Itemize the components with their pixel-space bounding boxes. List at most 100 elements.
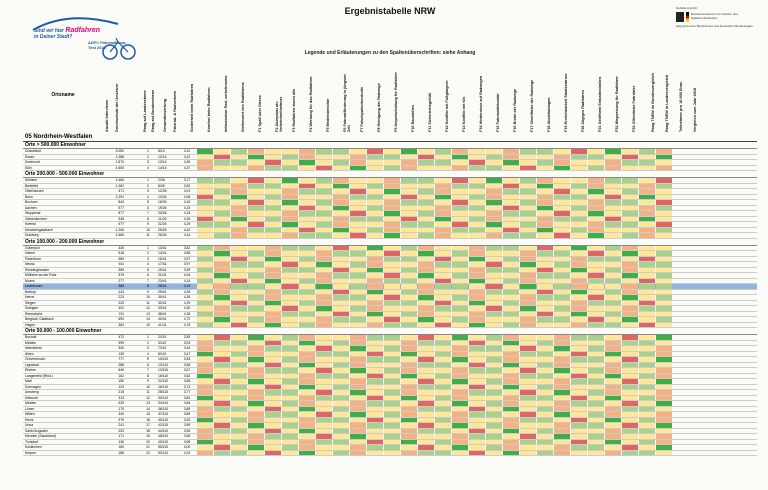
rating-cell — [197, 205, 213, 210]
rating-cell — [214, 273, 230, 278]
rating-cell — [537, 406, 553, 411]
rating-cell — [639, 395, 655, 400]
rating-cell — [605, 340, 621, 345]
rating-cell — [503, 289, 519, 294]
column-header: F23 Öffentliche Fahrräder — [632, 85, 636, 132]
rating-cell — [537, 178, 553, 183]
national-rank: 26/110 — [158, 384, 169, 389]
rating-cell — [333, 278, 349, 283]
rating-cell — [622, 384, 638, 389]
rating-cell — [452, 262, 468, 267]
rating-cell — [333, 428, 349, 433]
city-name: Bielefeld — [25, 183, 39, 188]
rating-cell — [469, 373, 485, 378]
rating-cell — [316, 322, 332, 327]
interview-count: 690 — [118, 317, 124, 321]
rating-cell — [656, 267, 672, 272]
rating-cell — [231, 346, 247, 351]
rating-cell — [316, 227, 332, 232]
rating-cell — [316, 194, 332, 199]
rating-cell — [401, 194, 417, 199]
rating-cell — [639, 434, 655, 439]
state-rank: 2 — [147, 154, 149, 159]
rating-cell — [384, 373, 400, 378]
table-row: Mülheim an der Ruhr 379 6 21/41 4,04 — [23, 273, 757, 279]
rating-cell — [554, 395, 570, 400]
rating-cell — [350, 335, 366, 340]
rating-cell — [231, 311, 247, 316]
rating-cell — [622, 311, 638, 316]
rating-cell — [656, 450, 672, 455]
rating-cell — [435, 373, 451, 378]
interview-count: 170 — [118, 406, 124, 411]
rating-cell — [486, 256, 502, 261]
rating-cell — [367, 340, 383, 345]
column-header: Teilnehmer pro 10.000 Einw. — [679, 81, 683, 132]
interview-count: 363 — [118, 322, 124, 327]
rating-cell — [367, 149, 383, 154]
state-rank: 11 — [146, 233, 150, 237]
rating-cell — [656, 306, 672, 311]
rating-cell — [299, 445, 315, 450]
rating-cell — [639, 200, 655, 205]
rating-cell — [537, 368, 553, 373]
column-header: F16 Breite der Radwege — [513, 88, 517, 132]
rating-cells: 3,82 — [180, 245, 672, 250]
rating-cell — [248, 189, 264, 194]
rating-cell — [605, 194, 621, 199]
rating-cell — [367, 183, 383, 188]
rating-cell — [639, 211, 655, 216]
rating-cell — [537, 439, 553, 444]
rating-cell — [282, 362, 298, 367]
rating-cell — [418, 335, 434, 340]
rating-cell — [486, 245, 502, 250]
rating-cell — [588, 222, 604, 227]
rating-cell — [588, 262, 604, 267]
rating-cell — [418, 412, 434, 417]
rating-cells: 3,92 — [180, 417, 672, 422]
rating-cell — [639, 245, 655, 250]
rating-cell — [316, 428, 332, 433]
rating-cell — [299, 194, 315, 199]
rating-cell — [503, 183, 519, 188]
rating-cells: 3,57 — [180, 368, 672, 373]
state-rank: 1 — [147, 335, 149, 339]
rating-cell — [588, 395, 604, 400]
rating-cell — [656, 317, 672, 322]
rating-cell — [571, 300, 587, 305]
rating-cell — [571, 379, 587, 384]
rating-cell — [333, 205, 349, 210]
rating-cell — [452, 183, 468, 188]
rating-cell — [367, 412, 383, 417]
rating-cell — [554, 311, 570, 316]
rating-cell — [282, 317, 298, 322]
rating-cell — [401, 390, 417, 395]
rating-cell — [554, 284, 570, 289]
rating-cell — [452, 401, 468, 406]
city-name: Leverkusen — [25, 284, 43, 288]
rating-cell — [248, 362, 264, 367]
rating-cell — [656, 194, 672, 199]
rating-cell — [554, 273, 570, 278]
rating-cell — [282, 322, 298, 327]
rating-cell — [469, 211, 485, 216]
rating-cell — [469, 340, 485, 345]
national-rank: 13/110 — [158, 368, 169, 372]
rating-cell — [639, 379, 655, 384]
rating-cell — [622, 434, 638, 439]
rating-cells: 3,62 — [180, 373, 672, 378]
rating-cell — [248, 165, 264, 170]
interview-count: 577 — [118, 205, 124, 210]
rating-cell — [520, 439, 536, 444]
rating-cell — [435, 368, 451, 373]
rating-cell — [197, 262, 213, 267]
rating-cell — [639, 227, 655, 232]
rating-cell — [469, 222, 485, 227]
rating-cell — [537, 284, 553, 289]
rating-cell — [520, 322, 536, 327]
rating-cell — [299, 428, 315, 433]
rating-cell — [299, 216, 315, 221]
rating-cell — [588, 428, 604, 433]
national-rank: 13/41 — [158, 245, 167, 250]
rating-cell — [452, 245, 468, 250]
